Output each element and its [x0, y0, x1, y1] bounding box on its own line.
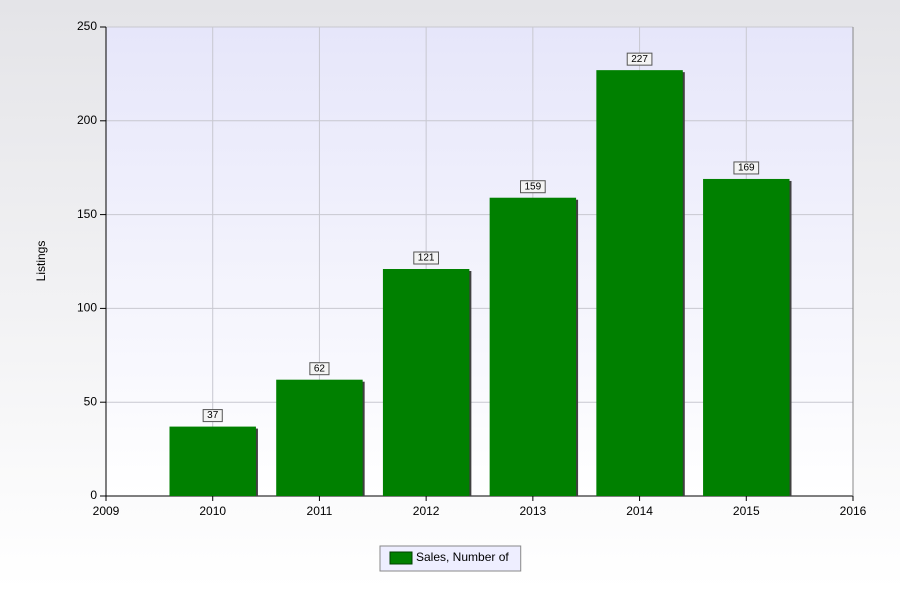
y-tick-label: 50 [84, 394, 98, 408]
y-axis-label: Listings [34, 241, 48, 282]
x-tick-label: 2016 [840, 504, 867, 518]
value-label-box [520, 180, 546, 194]
x-tick-label: 2015 [733, 504, 760, 518]
bar [169, 426, 256, 496]
value-label: 227 [626, 52, 653, 66]
x-tick-label: 2010 [199, 504, 226, 518]
value-label: 159 [520, 180, 546, 194]
value-label-box [309, 362, 330, 376]
x-tick-label: 2014 [626, 504, 653, 518]
bar [382, 269, 470, 496]
value-label-box [413, 251, 439, 265]
value-label: 37 [202, 409, 223, 423]
value-label-text: 62 [314, 363, 326, 374]
bar [276, 379, 363, 496]
value-label: 169 [733, 161, 760, 175]
x-tick-label: 2009 [93, 504, 120, 518]
y-tick-label: 200 [77, 113, 97, 127]
legend-swatch [389, 551, 413, 565]
value-label-text: 227 [631, 54, 648, 65]
value-label-box [202, 409, 223, 423]
value-label: 62 [309, 362, 330, 376]
value-label-box [733, 161, 760, 175]
legend-label: Sales, Number of [416, 550, 509, 564]
legend: Sales, Number of [379, 545, 522, 572]
value-label-text: 159 [525, 181, 542, 192]
value-label-box [626, 52, 653, 66]
x-tick-label: 2011 [307, 504, 333, 518]
bar [703, 178, 790, 496]
value-label-text: 169 [738, 163, 755, 174]
x-tick-label: 2013 [520, 504, 547, 518]
y-tick-label: 150 [77, 207, 97, 221]
value-label: 121 [413, 251, 439, 265]
bar [489, 197, 577, 496]
value-label-text: 37 [207, 410, 219, 421]
x-tick-label: 2012 [413, 504, 440, 518]
y-tick-label: 0 [90, 488, 97, 502]
value-label-text: 121 [418, 253, 435, 264]
bar [596, 70, 683, 496]
y-tick-label: 250 [77, 19, 97, 33]
y-tick-label: 100 [77, 301, 97, 315]
